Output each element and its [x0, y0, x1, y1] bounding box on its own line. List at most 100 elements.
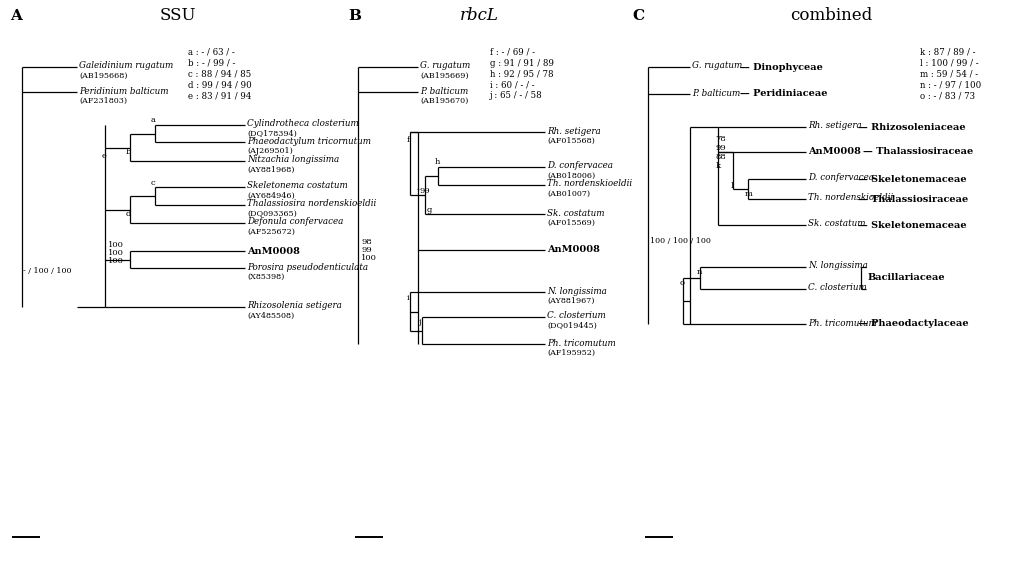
Text: (AJ269501): (AJ269501) — [247, 147, 293, 155]
Text: — Skeletonemaceae: — Skeletonemaceae — [858, 220, 967, 229]
Text: G. rugatum: G. rugatum — [692, 62, 742, 70]
Text: (AF015568): (AF015568) — [547, 137, 595, 145]
Text: Th. nordenskioeldii: Th. nordenskioeldii — [808, 193, 893, 202]
Text: — Dinophyceae: — Dinophyceae — [740, 62, 823, 72]
Text: j : 65 / - / 58: j : 65 / - / 58 — [490, 92, 543, 101]
Text: (AB195668): (AB195668) — [79, 72, 128, 80]
Text: (AF015569): (AF015569) — [547, 219, 595, 227]
Text: n : - / 97 / 100: n : - / 97 / 100 — [920, 81, 981, 89]
Text: o : - / 83 / 73: o : - / 83 / 73 — [920, 92, 975, 101]
Text: 100: 100 — [108, 241, 124, 249]
Text: Rh. setigera: Rh. setigera — [547, 126, 601, 136]
Text: Sk. costatum: Sk. costatum — [808, 220, 865, 228]
Text: combined: combined — [790, 7, 872, 25]
Text: 100: 100 — [361, 254, 377, 262]
Text: 100 / 100 / 100: 100 / 100 / 100 — [650, 237, 711, 245]
Text: 100: 100 — [108, 249, 124, 257]
Text: AnM0008: AnM0008 — [247, 247, 300, 256]
Text: 99: 99 — [420, 187, 431, 195]
Text: Skeletonema costatum: Skeletonema costatum — [247, 181, 348, 190]
Text: D. confervacea: D. confervacea — [808, 173, 874, 182]
Text: j: j — [419, 318, 422, 326]
Text: (AB195670): (AB195670) — [420, 97, 468, 105]
Text: Th. nordenskioeldii: Th. nordenskioeldii — [547, 180, 632, 189]
Text: 99: 99 — [715, 144, 726, 152]
Text: g : 91 / 91 / 89: g : 91 / 91 / 89 — [490, 58, 554, 67]
Text: Defonula confervacea: Defonula confervacea — [247, 217, 343, 227]
Text: k : 87 / 89 / -: k : 87 / 89 / - — [920, 47, 976, 57]
Text: AnM0008: AnM0008 — [547, 245, 600, 255]
Text: c : 88 / 94 / 85: c : 88 / 94 / 85 — [188, 70, 251, 78]
Text: P. balticum: P. balticum — [692, 89, 740, 97]
Text: d : 99 / 94 / 90: d : 99 / 94 / 90 — [188, 81, 252, 89]
Text: m: m — [745, 190, 753, 198]
Text: a : - / 63 / -: a : - / 63 / - — [188, 47, 234, 57]
Text: 99: 99 — [361, 246, 372, 254]
Text: B: B — [348, 9, 361, 23]
Text: (AY485508): (AY485508) — [247, 312, 294, 320]
Text: i: i — [407, 294, 410, 302]
Text: C. closterium: C. closterium — [808, 284, 866, 292]
Text: h : 92 / 95 / 78: h : 92 / 95 / 78 — [490, 70, 554, 78]
Text: Cylindrotheca closterium: Cylindrotheca closterium — [247, 120, 358, 129]
Text: (DQ019445): (DQ019445) — [547, 322, 597, 330]
Text: rbcL: rbcL — [460, 7, 499, 25]
Text: Ph. tricomutum: Ph. tricomutum — [808, 319, 877, 328]
Text: l : 100 / 99 / -: l : 100 / 99 / - — [920, 58, 979, 67]
Text: h: h — [435, 158, 440, 166]
Text: g: g — [427, 206, 432, 214]
Text: b: b — [126, 148, 131, 156]
Text: Ph. tricomutum: Ph. tricomutum — [547, 339, 615, 348]
Text: — Thalassiosiraceae: — Thalassiosiraceae — [863, 148, 973, 157]
Text: m : 59 / 54 / -: m : 59 / 54 / - — [920, 70, 978, 78]
Text: (AB195669): (AB195669) — [420, 72, 469, 80]
Text: Thalassiosira nordenskioeldii: Thalassiosira nordenskioeldii — [247, 200, 376, 209]
Text: Sk. costatum: Sk. costatum — [547, 209, 604, 217]
Text: (AY684946): (AY684946) — [247, 192, 295, 200]
Text: Bacillariaceae: Bacillariaceae — [868, 273, 945, 283]
Text: N. longissima: N. longissima — [547, 287, 607, 296]
Text: e: e — [102, 152, 106, 160]
Text: 88: 88 — [715, 153, 726, 161]
Text: (AB01007): (AB01007) — [547, 190, 590, 198]
Text: Peridinium balticum: Peridinium balticum — [79, 86, 169, 96]
Text: n: n — [697, 268, 702, 276]
Text: c: c — [151, 179, 156, 187]
Text: Nitzachia longissima: Nitzachia longissima — [247, 156, 339, 165]
Text: (DQ178394): (DQ178394) — [247, 130, 297, 138]
Text: D. confervacea: D. confervacea — [547, 161, 613, 170]
Text: — Peridiniaceae: — Peridiniaceae — [740, 89, 827, 98]
Text: C. closterium: C. closterium — [547, 312, 606, 320]
Text: k: k — [716, 162, 721, 170]
Text: o: o — [680, 279, 685, 287]
Text: Rhizosolenia setigera: Rhizosolenia setigera — [247, 301, 342, 311]
Text: (AY881968): (AY881968) — [247, 166, 295, 174]
Text: l: l — [731, 182, 734, 190]
Text: C: C — [632, 9, 644, 23]
Text: (AY881967): (AY881967) — [547, 297, 595, 305]
Text: f: f — [407, 136, 411, 144]
Text: P. balticum: P. balticum — [420, 86, 468, 96]
Text: e : 83 / 91 / 94: e : 83 / 91 / 94 — [188, 92, 251, 101]
Text: (AF231803): (AF231803) — [79, 97, 127, 105]
Text: Phaeodactylum tricornutum: Phaeodactylum tricornutum — [247, 137, 371, 145]
Text: AnM0008: AnM0008 — [808, 148, 861, 157]
Text: (X85398): (X85398) — [247, 273, 285, 281]
Text: i : 60 / - / -: i : 60 / - / - — [490, 81, 535, 89]
Text: (AF525672): (AF525672) — [247, 228, 295, 236]
Text: Galeidinium rugatum: Galeidinium rugatum — [79, 62, 173, 70]
Text: a: a — [151, 116, 156, 124]
Text: d: d — [126, 210, 131, 218]
Text: (DQ093365): (DQ093365) — [247, 210, 297, 218]
Text: (AB018006): (AB018006) — [547, 172, 595, 180]
Text: A: A — [10, 9, 22, 23]
Text: — Skeletonemaceae: — Skeletonemaceae — [858, 174, 967, 184]
Text: — Phaeodactylaceae: — Phaeodactylaceae — [858, 320, 969, 328]
Text: f : - / 69 / -: f : - / 69 / - — [490, 47, 535, 57]
Text: Rh. setigera: Rh. setigera — [808, 121, 862, 130]
Text: 78: 78 — [715, 135, 726, 143]
Text: Porosira pseudodenticulata: Porosira pseudodenticulata — [247, 263, 368, 272]
Text: b : - / 99 / -: b : - / 99 / - — [188, 58, 236, 67]
Text: - / 100 / 100: - / 100 / 100 — [23, 267, 72, 275]
Text: N. longissima: N. longissima — [808, 261, 868, 271]
